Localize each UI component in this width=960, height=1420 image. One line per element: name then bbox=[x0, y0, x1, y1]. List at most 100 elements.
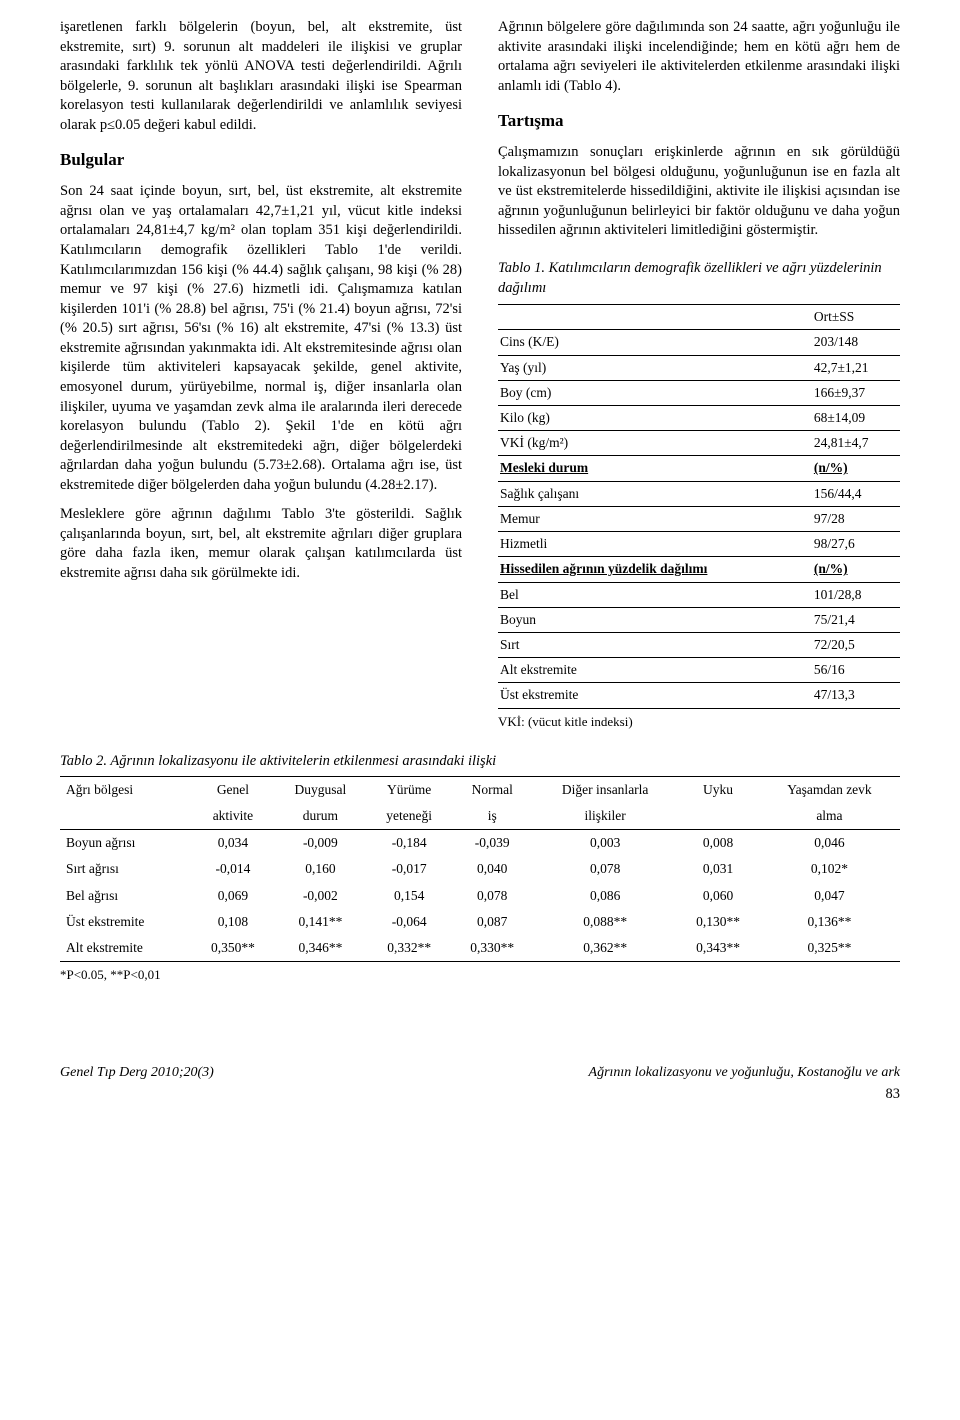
table1-caption: Tablo 1. Katılımcıların demografik özell… bbox=[498, 259, 900, 298]
table-header: ilişkiler bbox=[533, 803, 677, 830]
table1-note: VKİ: (vücut kitle indeksi) bbox=[498, 713, 900, 731]
table-cell: 0,008 bbox=[677, 830, 759, 857]
para-left-2: Son 24 saat içinde boyun, sırt, bel, üst… bbox=[60, 182, 462, 495]
table-cell: 56/16 bbox=[774, 658, 900, 683]
table-cell: VKİ (kg/m²) bbox=[498, 431, 774, 456]
heading-tartisma: Tartışma bbox=[498, 110, 900, 133]
table-cell: -0,039 bbox=[451, 830, 533, 857]
table-cell: 101/28,8 bbox=[774, 582, 900, 607]
table-header: durum bbox=[274, 803, 367, 830]
table-header: iş bbox=[451, 803, 533, 830]
table-cell: Boyun bbox=[498, 607, 774, 632]
table-cell: 42,7±1,21 bbox=[774, 355, 900, 380]
table-cell: Bel bbox=[498, 582, 774, 607]
table-header: Diğer insanlarla bbox=[533, 776, 677, 803]
table-header: Normal bbox=[451, 776, 533, 803]
table-cell: 0,086 bbox=[533, 883, 677, 909]
table-cell: -0,184 bbox=[367, 830, 451, 857]
table-cell: 68±14,09 bbox=[774, 406, 900, 431]
table-cell: 156/44,4 bbox=[774, 481, 900, 506]
table-cell: 0,078 bbox=[533, 856, 677, 882]
table-cell: 0,346** bbox=[274, 935, 367, 962]
table2-caption: Tablo 2. Ağrının lokalizasyonu ile aktiv… bbox=[60, 752, 900, 772]
table-cell: Boy (cm) bbox=[498, 380, 774, 405]
table-cell: -0,064 bbox=[367, 909, 451, 935]
table-cell: Boyun ağrısı bbox=[60, 830, 192, 857]
two-column-layout: işaretlenen farklı bölgelerin (boyun, be… bbox=[60, 18, 900, 730]
table-cell: Sırt bbox=[498, 632, 774, 657]
table-cell: 0,136** bbox=[759, 909, 900, 935]
table2: Ağrı bölgesiGenelDuygusalYürümeNormalDiğ… bbox=[60, 776, 900, 963]
table-cell: 203/148 bbox=[774, 330, 900, 355]
right-column: Ağrının bölgelere göre dağılımında son 2… bbox=[498, 18, 900, 730]
table-cell: Yaş (yıl) bbox=[498, 355, 774, 380]
t1-hdr: Ort±SS bbox=[774, 305, 900, 330]
table-cell: 0,047 bbox=[759, 883, 900, 909]
table2-note: *P<0.05, **P<0,01 bbox=[60, 966, 900, 984]
table-cell: 0,088** bbox=[533, 909, 677, 935]
page-number: 83 bbox=[60, 1085, 900, 1105]
table-cell: 0,031 bbox=[677, 856, 759, 882]
heading-bulgular: Bulgular bbox=[60, 149, 462, 172]
table-cell: 0,325** bbox=[759, 935, 900, 962]
table-cell: -0,009 bbox=[274, 830, 367, 857]
table1: Ort±SS Cins (K/E)203/148Yaş (yıl)42,7±1,… bbox=[498, 304, 900, 709]
table-header: aktivite bbox=[192, 803, 274, 830]
table-cell: 0,330** bbox=[451, 935, 533, 962]
table-cell: Bel ağrısı bbox=[60, 883, 192, 909]
para-right-1: Ağrının bölgelere göre dağılımında son 2… bbox=[498, 18, 900, 96]
table-cell: 0,160 bbox=[274, 856, 367, 882]
table-cell: 0,130** bbox=[677, 909, 759, 935]
table-header bbox=[60, 803, 192, 830]
table-cell: 0,350** bbox=[192, 935, 274, 962]
table-cell: 0,087 bbox=[451, 909, 533, 935]
table-cell: Üst ekstremite bbox=[498, 683, 774, 708]
para-right-2: Çalışmamızın sonuçları erişkinlerde ağrı… bbox=[498, 143, 900, 241]
table-header: Yaşamdan zevk bbox=[759, 776, 900, 803]
table-cell: Hizmetli bbox=[498, 532, 774, 557]
table-cell: 0,069 bbox=[192, 883, 274, 909]
t1-sub1-r: (n/%) bbox=[774, 456, 900, 481]
table-cell: Alt ekstremite bbox=[60, 935, 192, 962]
table-header: Uyku bbox=[677, 776, 759, 803]
table-cell: 75/21,4 bbox=[774, 607, 900, 632]
table-header: Duygusal bbox=[274, 776, 367, 803]
para-left-1: işaretlenen farklı bölgelerin (boyun, be… bbox=[60, 18, 462, 135]
table-cell: 0,102* bbox=[759, 856, 900, 882]
table-cell: 0,154 bbox=[367, 883, 451, 909]
table-header: Genel bbox=[192, 776, 274, 803]
footer-right: Ağrının lokalizasyonu ve yoğunluğu, Kost… bbox=[589, 1064, 900, 1083]
table-cell: 0,362** bbox=[533, 935, 677, 962]
table-cell: 0,040 bbox=[451, 856, 533, 882]
table-cell: 0,078 bbox=[451, 883, 533, 909]
table-cell: 166±9,37 bbox=[774, 380, 900, 405]
table-cell: 0,034 bbox=[192, 830, 274, 857]
table-cell: 72/20,5 bbox=[774, 632, 900, 657]
table-cell: 0,046 bbox=[759, 830, 900, 857]
table-cell: 24,81±4,7 bbox=[774, 431, 900, 456]
table-cell: 0,108 bbox=[192, 909, 274, 935]
table-cell: 0,003 bbox=[533, 830, 677, 857]
table-cell: Sağlık çalışanı bbox=[498, 481, 774, 506]
table-cell: Alt ekstremite bbox=[498, 658, 774, 683]
left-column: işaretlenen farklı bölgelerin (boyun, be… bbox=[60, 18, 462, 730]
table-cell: 47/13,3 bbox=[774, 683, 900, 708]
table-cell: -0,014 bbox=[192, 856, 274, 882]
para-left-3: Mesleklere göre ağrının dağılımı Tablo 3… bbox=[60, 505, 462, 583]
table-header: alma bbox=[759, 803, 900, 830]
t1-sub1-l: Mesleki durum bbox=[498, 456, 774, 481]
table-cell: 97/28 bbox=[774, 506, 900, 531]
table-cell: Cins (K/E) bbox=[498, 330, 774, 355]
table-header: Yürüme bbox=[367, 776, 451, 803]
t1-sub2-l: Hissedilen ağrının yüzdelik dağılımı bbox=[498, 557, 774, 582]
table-cell: 0,343** bbox=[677, 935, 759, 962]
table-cell: 0,141** bbox=[274, 909, 367, 935]
table-cell: 0,060 bbox=[677, 883, 759, 909]
table-cell: Kilo (kg) bbox=[498, 406, 774, 431]
table-cell: 98/27,6 bbox=[774, 532, 900, 557]
table-cell: -0,017 bbox=[367, 856, 451, 882]
table-cell: -0,002 bbox=[274, 883, 367, 909]
table-header bbox=[677, 803, 759, 830]
table-cell: 0,332** bbox=[367, 935, 451, 962]
table-cell: Üst ekstremite bbox=[60, 909, 192, 935]
